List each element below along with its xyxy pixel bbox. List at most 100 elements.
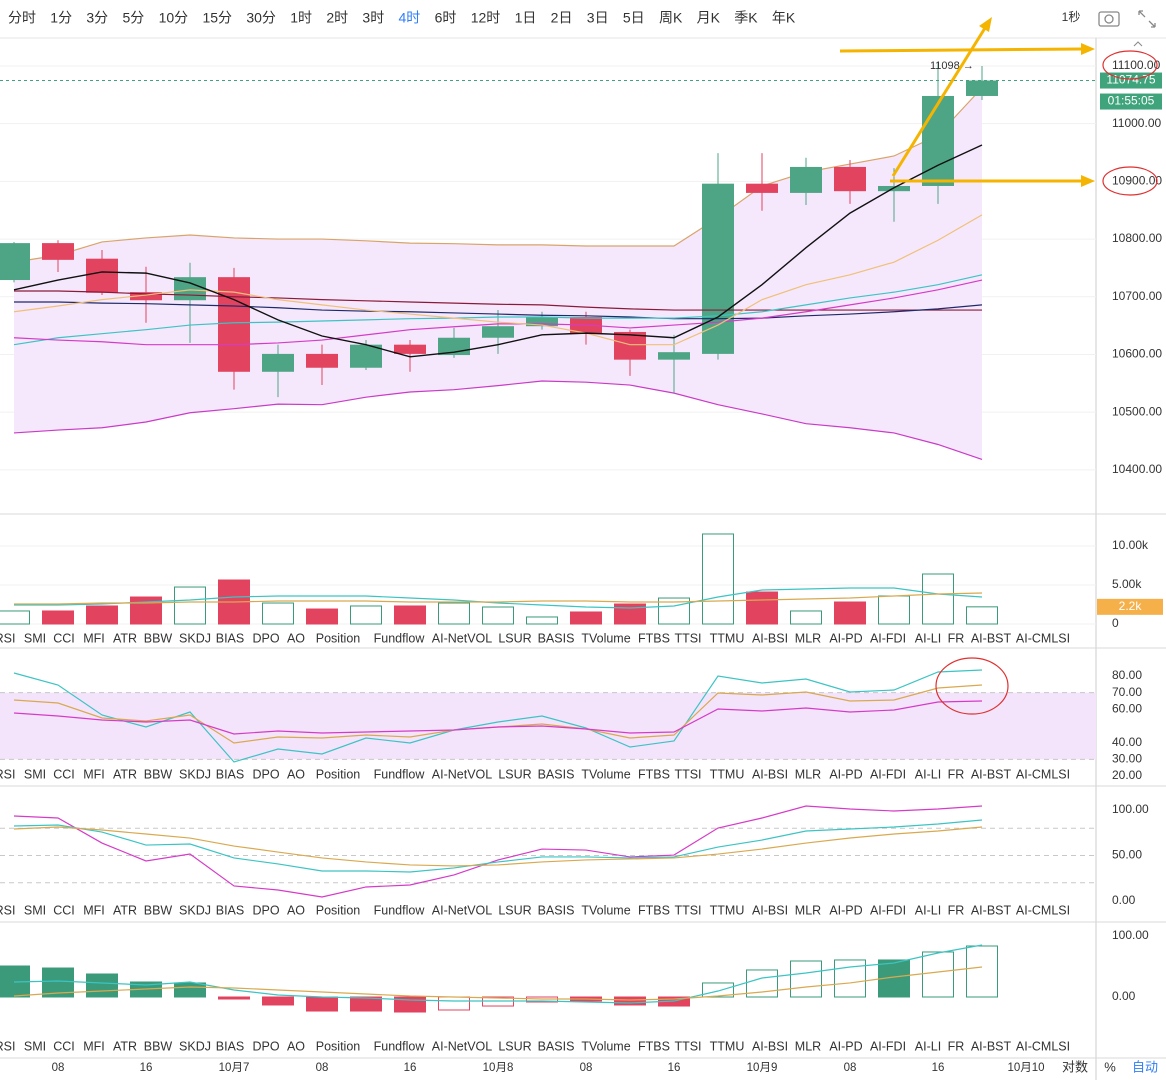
indicator-tab[interactable]: AI-NetVOL	[432, 903, 492, 917]
indicator-tab[interactable]: AI-PD	[829, 1039, 862, 1053]
indicator-tab[interactable]: ATR	[113, 631, 137, 645]
indicator-tab[interactable]: FTBS	[638, 903, 670, 917]
indicator-tab[interactable]: TTSI	[674, 631, 701, 645]
indicator-tab[interactable]: SKDJ	[179, 903, 211, 917]
indicator-tab[interactable]: ATR	[113, 1039, 137, 1053]
indicator-tab[interactable]: MFI	[83, 631, 105, 645]
indicator-tab[interactable]: TTMU	[710, 903, 745, 917]
indicator-tab[interactable]: LSUR	[498, 631, 531, 645]
indicator-tab[interactable]: RSI	[0, 903, 15, 917]
interval-button[interactable]: 6时	[435, 10, 457, 26]
camera-icon[interactable]	[1098, 11, 1120, 27]
indicator-tab[interactable]: DPO	[252, 1039, 279, 1053]
indicator-tab[interactable]: AI-NetVOL	[432, 1039, 492, 1053]
indicator-tab[interactable]: AI-BSI	[752, 631, 788, 645]
indicator-tab[interactable]: AI-FDI	[870, 1039, 906, 1053]
indicator-tab[interactable]: AI-BST	[971, 903, 1012, 917]
indicator-tab[interactable]: AI-NetVOL	[432, 767, 492, 781]
indicator-tab[interactable]: FTBS	[638, 767, 670, 781]
indicator-tab[interactable]: Fundflow	[374, 767, 426, 781]
interval-button[interactable]: 10分	[159, 10, 189, 26]
indicator-tab[interactable]: SKDJ	[179, 631, 211, 645]
indicator-tab[interactable]: BASIS	[538, 631, 575, 645]
indicator-tab[interactable]: AI-FDI	[870, 631, 906, 645]
indicator-tab[interactable]: TVolume	[581, 903, 630, 917]
indicator-tab[interactable]: SMI	[24, 1039, 46, 1053]
indicator-tab[interactable]: SMI	[24, 903, 46, 917]
indicator-tab[interactable]: RSI	[0, 767, 15, 781]
indicator-tab[interactable]: Position	[316, 1039, 361, 1053]
interval-button[interactable]: 季K	[734, 10, 758, 26]
indicator-tab[interactable]: TTSI	[674, 1039, 701, 1053]
indicator-tab[interactable]: Fundflow	[374, 631, 426, 645]
interval-button[interactable]: 3时	[362, 10, 384, 26]
indicator-tab[interactable]: DPO	[252, 903, 279, 917]
indicator-tab[interactable]: TVolume	[581, 631, 630, 645]
indicator-tab[interactable]: MFI	[83, 903, 105, 917]
indicator-tab[interactable]: CCI	[53, 1039, 75, 1053]
indicator-tab[interactable]: TVolume	[581, 767, 630, 781]
indicator-tab[interactable]: RSI	[0, 1039, 15, 1053]
indicator-tab[interactable]: SMI	[24, 631, 46, 645]
indicator-tab[interactable]: AI-BSI	[752, 1039, 788, 1053]
indicator-tab[interactable]: RSI	[0, 631, 15, 645]
indicator-tab[interactable]: BIAS	[216, 1039, 245, 1053]
indicator-tab[interactable]: TTMU	[710, 767, 745, 781]
indicator-tab[interactable]: Fundflow	[374, 903, 426, 917]
interval-button[interactable]: 月K	[697, 10, 721, 26]
refresh-rate[interactable]: 1秒	[1062, 10, 1081, 24]
indicator-tab[interactable]: MFI	[83, 1039, 105, 1053]
interval-button[interactable]: 分时	[8, 10, 36, 26]
indicator-tab[interactable]: BIAS	[216, 767, 245, 781]
indicator-tab[interactable]: BBW	[144, 1039, 173, 1053]
indicator-tab[interactable]: TTMU	[710, 1039, 745, 1053]
interval-button[interactable]: 12时	[471, 10, 501, 26]
indicator-tab[interactable]: TVolume	[581, 1039, 630, 1053]
fullscreen-icon[interactable]	[1138, 10, 1156, 28]
indicator-tab[interactable]: CCI	[53, 767, 75, 781]
auto-toggle[interactable]: 自动	[1132, 1059, 1158, 1074]
indicator-tab[interactable]: AI-BST	[971, 1039, 1012, 1053]
indicator-tab[interactable]: CCI	[53, 631, 75, 645]
indicator-tab[interactable]: TTMU	[710, 631, 745, 645]
indicator-tab[interactable]: AI-BSI	[752, 903, 788, 917]
indicator-tab[interactable]: Position	[316, 631, 361, 645]
indicator-tab[interactable]: AI-BSI	[752, 767, 788, 781]
indicator-tab[interactable]: Position	[316, 903, 361, 917]
indicator-tab[interactable]: AI-NetVOL	[432, 631, 492, 645]
indicator-tab[interactable]: SMI	[24, 767, 46, 781]
indicator-tab[interactable]: FTBS	[638, 631, 670, 645]
indicator-tab[interactable]: ATR	[113, 767, 137, 781]
interval-button[interactable]: 周K	[659, 10, 683, 26]
indicator-tab[interactable]: BASIS	[538, 767, 575, 781]
indicator-tab[interactable]: BASIS	[538, 1039, 575, 1053]
indicator-tab[interactable]: TTSI	[674, 767, 701, 781]
interval-button[interactable]: 1日	[515, 10, 537, 26]
interval-button[interactable]: 3分	[86, 10, 108, 26]
indicator-tab[interactable]: DPO	[252, 631, 279, 645]
interval-button[interactable]: 4时	[399, 10, 421, 26]
percent-toggle[interactable]: %	[1104, 1059, 1116, 1074]
scroll-up-icon[interactable]	[1133, 41, 1143, 47]
indicator-tab[interactable]: FR	[948, 1039, 965, 1053]
indicator-tab[interactable]: MLR	[795, 1039, 821, 1053]
indicator-tab[interactable]: FR	[948, 903, 965, 917]
indicator-tab[interactable]: BASIS	[538, 903, 575, 917]
indicator-tab[interactable]: AI-PD	[829, 903, 862, 917]
indicator-tab[interactable]: Position	[316, 767, 361, 781]
indicator-tab[interactable]: AI-CMLSI	[1016, 1039, 1070, 1053]
indicator-tab[interactable]: AI-FDI	[870, 767, 906, 781]
indicator-tab[interactable]: AO	[287, 1039, 305, 1053]
indicator-tab[interactable]: ATR	[113, 903, 137, 917]
indicator-tab[interactable]: BBW	[144, 767, 173, 781]
interval-button[interactable]: 15分	[202, 10, 232, 26]
indicator-tab[interactable]: AI-CMLSI	[1016, 903, 1070, 917]
interval-button[interactable]: 2日	[551, 10, 573, 26]
indicator-tab[interactable]: AI-FDI	[870, 903, 906, 917]
indicator-tab[interactable]: FTBS	[638, 1039, 670, 1053]
interval-button[interactable]: 2时	[326, 10, 348, 26]
indicator-tab[interactable]: SKDJ	[179, 767, 211, 781]
indicator-tab[interactable]: BIAS	[216, 903, 245, 917]
indicator-tab[interactable]: MFI	[83, 767, 105, 781]
indicator-tab[interactable]: SKDJ	[179, 1039, 211, 1053]
